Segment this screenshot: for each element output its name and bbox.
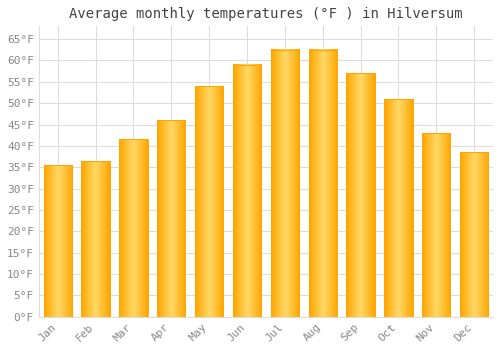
Bar	[346, 73, 375, 317]
Bar	[195, 86, 224, 317]
Bar	[308, 50, 337, 317]
Bar	[422, 133, 450, 317]
Bar	[119, 140, 148, 317]
Bar	[82, 161, 110, 317]
Bar	[233, 65, 261, 317]
Bar	[384, 99, 412, 317]
Bar	[44, 165, 72, 317]
Title: Average monthly temperatures (°F ) in Hilversum: Average monthly temperatures (°F ) in Hi…	[69, 7, 462, 21]
Bar	[157, 120, 186, 317]
Bar	[270, 50, 299, 317]
Bar	[460, 152, 488, 317]
